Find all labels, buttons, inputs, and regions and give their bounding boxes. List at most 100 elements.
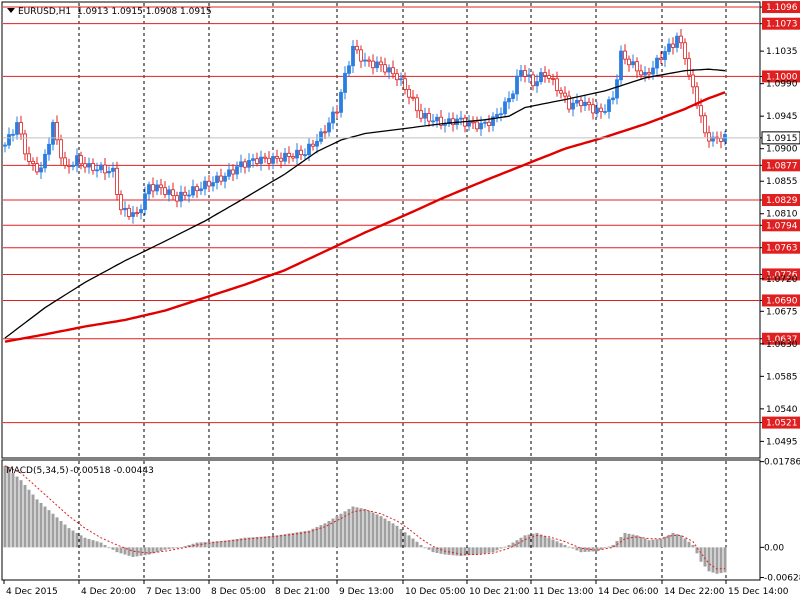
x-tick-label: 8 Dec 05:00: [211, 587, 266, 597]
candle-body: [495, 114, 499, 118]
candle-body: [131, 212, 135, 217]
candle-body: [223, 175, 227, 182]
candle-body: [71, 165, 75, 167]
macd-bar: [471, 547, 475, 555]
current-price-box: [761, 131, 800, 145]
candle-body: [555, 78, 559, 92]
macd-bar: [595, 547, 599, 552]
candle-body: [671, 43, 675, 48]
candle-body: [199, 188, 203, 192]
candle-body: [371, 60, 375, 69]
macd-bar: [139, 547, 143, 556]
macd-bar: [367, 510, 371, 548]
x-tick-label: 14 Dec 06:00: [598, 587, 659, 597]
candle-body: [683, 42, 687, 60]
x-tick-label: 10 Dec 21:00: [469, 587, 530, 597]
candle-body: [703, 115, 707, 134]
macd-bar: [483, 547, 487, 554]
candle-body: [163, 187, 167, 195]
macd-bar: [47, 510, 51, 548]
y-tick-label: 1.0585: [766, 372, 798, 382]
candle-body: [659, 57, 663, 61]
macd-bar: [7, 469, 11, 548]
level-price-box: [762, 416, 800, 429]
candle-body: [243, 161, 247, 168]
macd-bar: [251, 537, 255, 548]
macd-bar: [95, 541, 99, 548]
macd-bar: [659, 538, 663, 548]
moving-averages: [4, 68, 726, 343]
macd-bar: [415, 541, 419, 548]
macd-bar: [527, 534, 531, 548]
candle-body: [627, 58, 631, 66]
macd-bar: [335, 516, 339, 548]
candle-body: [407, 88, 411, 98]
candle-body: [435, 116, 439, 122]
macd-bar: [123, 547, 127, 555]
macd-y-tick-label: -0.00628: [764, 574, 800, 584]
y-tick-label: 1.0855: [766, 177, 798, 187]
candle-body: [39, 167, 43, 173]
macd-bar: [695, 547, 699, 554]
macd-bar: [171, 547, 175, 549]
macd-bar: [603, 547, 607, 549]
candle-body: [239, 161, 243, 168]
macd-bar: [635, 535, 639, 548]
candle-body: [483, 121, 487, 124]
macd-bar: [315, 526, 319, 548]
macd-bar: [639, 536, 643, 548]
candle-body: [515, 75, 519, 95]
candle-body: [287, 152, 291, 157]
macd-bar: [207, 541, 211, 548]
candle-body: [607, 99, 611, 112]
macd-bar: [323, 523, 327, 548]
candle-body: [619, 50, 623, 81]
candle-body: [47, 143, 51, 155]
candle-body: [547, 75, 551, 79]
macd-bar: [103, 544, 107, 548]
macd-bar: [359, 508, 363, 548]
macd-bar: [631, 534, 635, 548]
macd-bar: [435, 547, 439, 553]
macd-bar: [263, 536, 267, 548]
candle-body: [107, 170, 111, 174]
candle-body: [719, 137, 723, 142]
macd-bar: [519, 537, 523, 548]
macd-bar: [247, 537, 251, 548]
macd-bar: [23, 484, 27, 548]
macd-bar: [203, 542, 207, 548]
macd-bar: [223, 540, 227, 548]
macd-bar: [423, 547, 427, 549]
candle-body: [551, 77, 555, 80]
macd-bar: [563, 544, 567, 548]
macd-bar: [531, 533, 535, 548]
candle-body: [579, 99, 583, 107]
candle-body: [15, 122, 19, 135]
macd-bar: [319, 525, 323, 548]
macd-bar: [643, 538, 647, 548]
candle-body: [351, 45, 355, 67]
macd-bar: [127, 547, 131, 556]
candle-body: [599, 107, 603, 112]
macd-bar: [583, 547, 587, 552]
level-price-label: 1.0877: [766, 161, 798, 171]
macd-bar: [295, 532, 299, 548]
macd-bar: [291, 532, 295, 548]
macd-bar: [679, 535, 683, 548]
candle-body: [11, 133, 15, 136]
dropdown-triangle-icon[interactable]: [7, 8, 15, 13]
macd-bar: [19, 480, 23, 548]
candle-body: [139, 209, 143, 214]
y-tick-label: 1.0495: [766, 437, 798, 447]
candle-body: [331, 111, 335, 124]
macd-bar: [347, 508, 351, 548]
macd-bar: [723, 547, 727, 573]
macd-bar: [503, 546, 507, 548]
y-tick-label: 1.0810: [766, 210, 798, 220]
vertical-grid: [78, 3, 727, 579]
macd-bar: [255, 537, 259, 548]
candle-body: [519, 70, 523, 77]
macd-bar: [327, 520, 331, 548]
candle-body: [623, 50, 627, 60]
